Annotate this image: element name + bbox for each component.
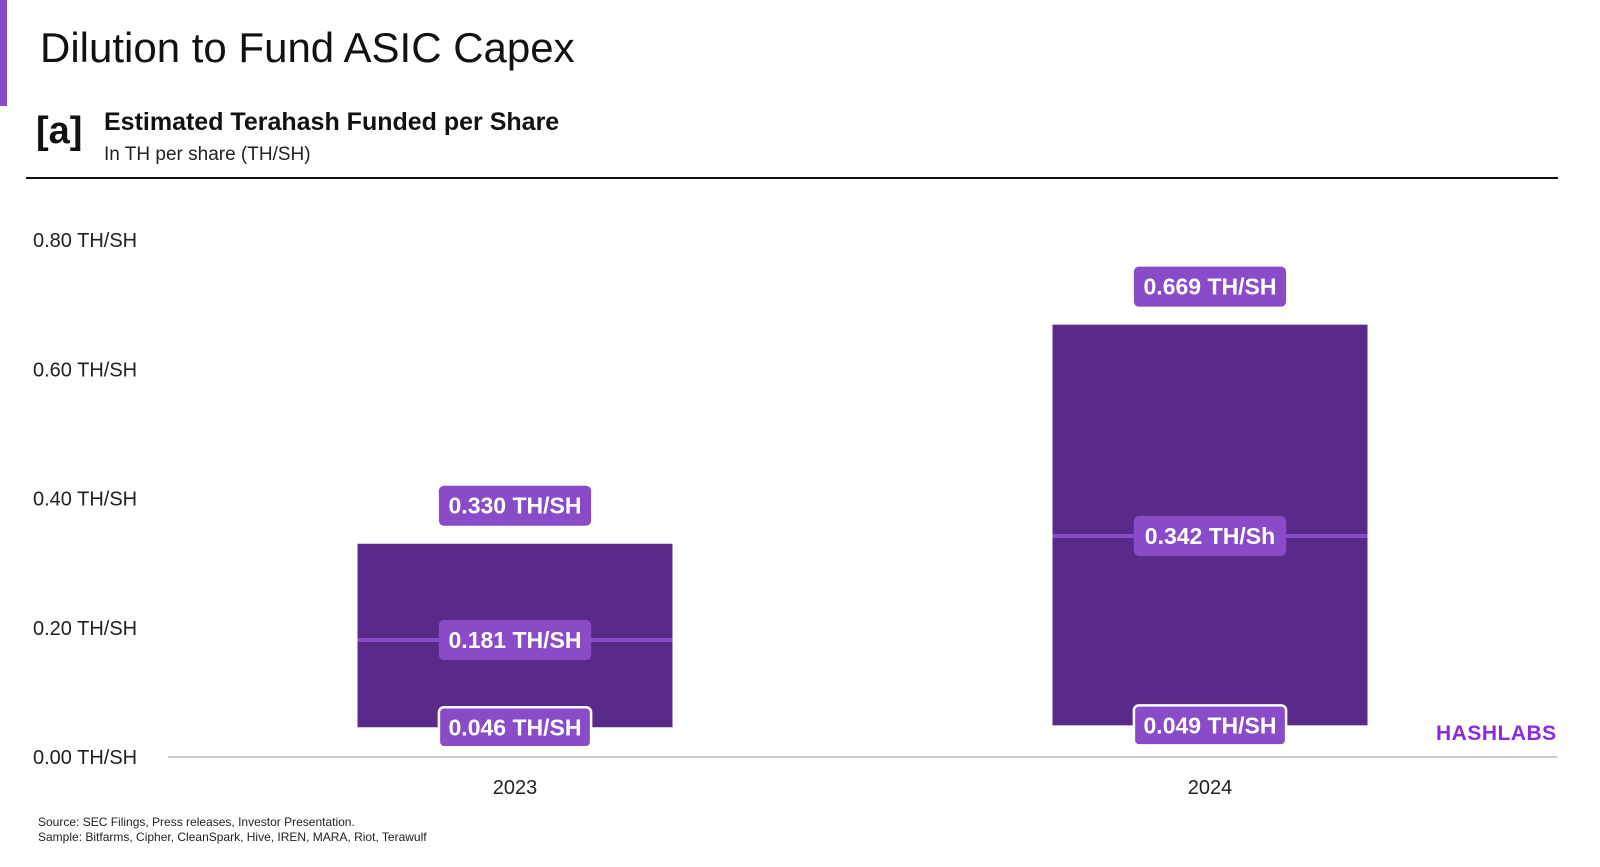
page-title: Dilution to Fund ASIC Capex: [40, 24, 575, 71]
sample-note: Sample: Bitfarms, Cipher, CleanSpark, Hi…: [38, 830, 427, 844]
data-label-box: [437, 706, 593, 749]
chart-subtitle: In TH per share (TH/SH): [104, 144, 311, 165]
data-label-box: [1132, 704, 1288, 747]
y-tick-label: 0.80 TH/SH: [33, 230, 137, 252]
divider: [26, 177, 1558, 179]
data-label-box: [438, 485, 592, 526]
x-tick-label: 2024: [1188, 777, 1233, 799]
data-label: 0.181 TH/SH: [449, 627, 582, 653]
x-tick-label: 2023: [493, 777, 538, 799]
data-label: 0.049 TH/SH: [1144, 712, 1277, 738]
accent-bar: [0, 0, 7, 106]
data-label-box: [438, 620, 592, 661]
y-tick-label: 0.20 TH/SH: [33, 618, 137, 640]
data-label: 0.342 TH/Sh: [1145, 523, 1275, 549]
panel-tag: [a]: [36, 110, 83, 152]
y-tick-label: 0.60 TH/SH: [33, 359, 137, 381]
y-tick-label: 0.00 TH/SH: [33, 747, 137, 769]
source-note: Source: SEC Filings, Press releases, Inv…: [38, 815, 355, 829]
hashlabs-logo: HASHLABS: [1436, 722, 1557, 745]
data-label: 0.046 TH/SH: [449, 714, 582, 740]
y-tick-label: 0.40 TH/SH: [33, 489, 137, 511]
data-label: 0.330 TH/SH: [449, 493, 582, 519]
chart-title: Estimated Terahash Funded per Share: [104, 108, 560, 136]
data-label-box: [1133, 266, 1287, 307]
data-label-box: [1133, 515, 1287, 556]
data-label: 0.669 TH/SH: [1144, 274, 1277, 300]
